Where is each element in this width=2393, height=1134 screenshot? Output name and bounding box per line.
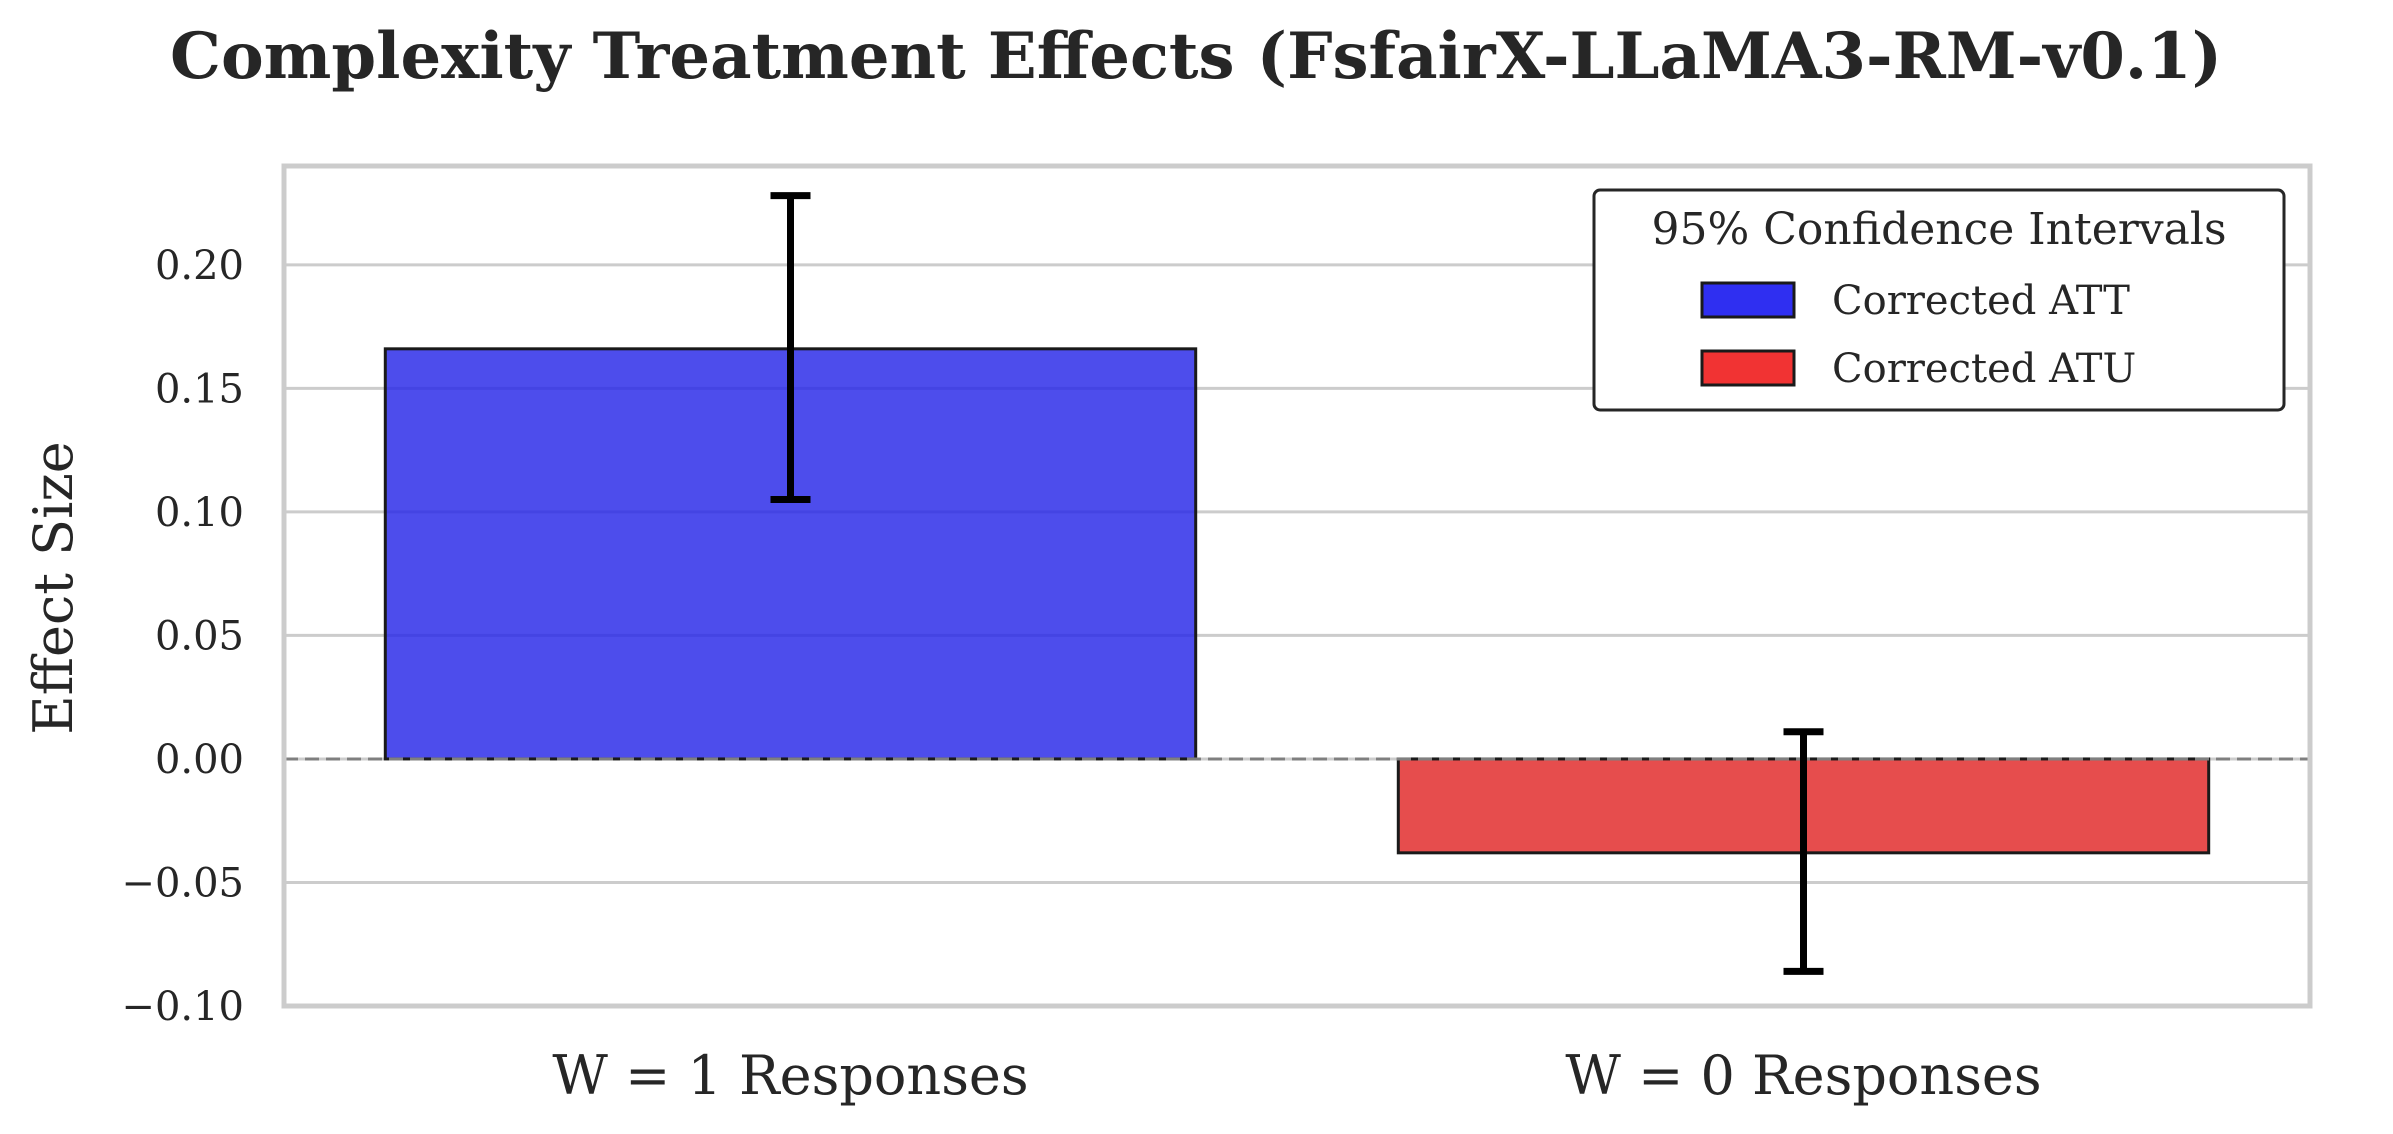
legend-swatch-2 xyxy=(1700,349,1796,387)
y-axis-label: Effect Size xyxy=(22,441,85,735)
y-tick-label: 0.00 xyxy=(155,737,244,783)
x-category-label: W = 1 Responses xyxy=(552,1044,1028,1107)
y-tick-label: −0.10 xyxy=(121,984,244,1030)
legend: 95% Confidence Intervals Corrected ATTCo… xyxy=(1592,188,2286,412)
legend-swatch-1 xyxy=(1700,281,1796,319)
legend-title: 95% Confidence Intervals xyxy=(1651,204,2226,255)
x-category-label: W = 0 Responses xyxy=(1565,1044,2041,1107)
x-category-labels: W = 1 Responses W = 0 Responses xyxy=(552,1044,2041,1107)
y-tick-labels: −0.10 −0.05 0.00 0.05 0.10 0.15 0.20 xyxy=(121,243,244,1030)
plot-frame xyxy=(281,163,2313,1009)
y-tick-label: 0.20 xyxy=(155,243,244,289)
chart-title: Complexity Treatment Effects (FsfairX-LL… xyxy=(170,19,2222,94)
legend-label-1: Corrected ATT xyxy=(1832,278,2130,324)
legend-entries: Corrected ATT Corrected ATU xyxy=(1700,278,2136,392)
error-bars xyxy=(770,192,1824,975)
y-tick-label: 0.15 xyxy=(155,366,244,412)
legend-label-2: Corrected ATU xyxy=(1832,346,2136,392)
y-tick-label: 0.10 xyxy=(155,490,244,536)
y-tick-label: 0.05 xyxy=(155,613,244,659)
y-tick-label: −0.05 xyxy=(121,860,244,906)
